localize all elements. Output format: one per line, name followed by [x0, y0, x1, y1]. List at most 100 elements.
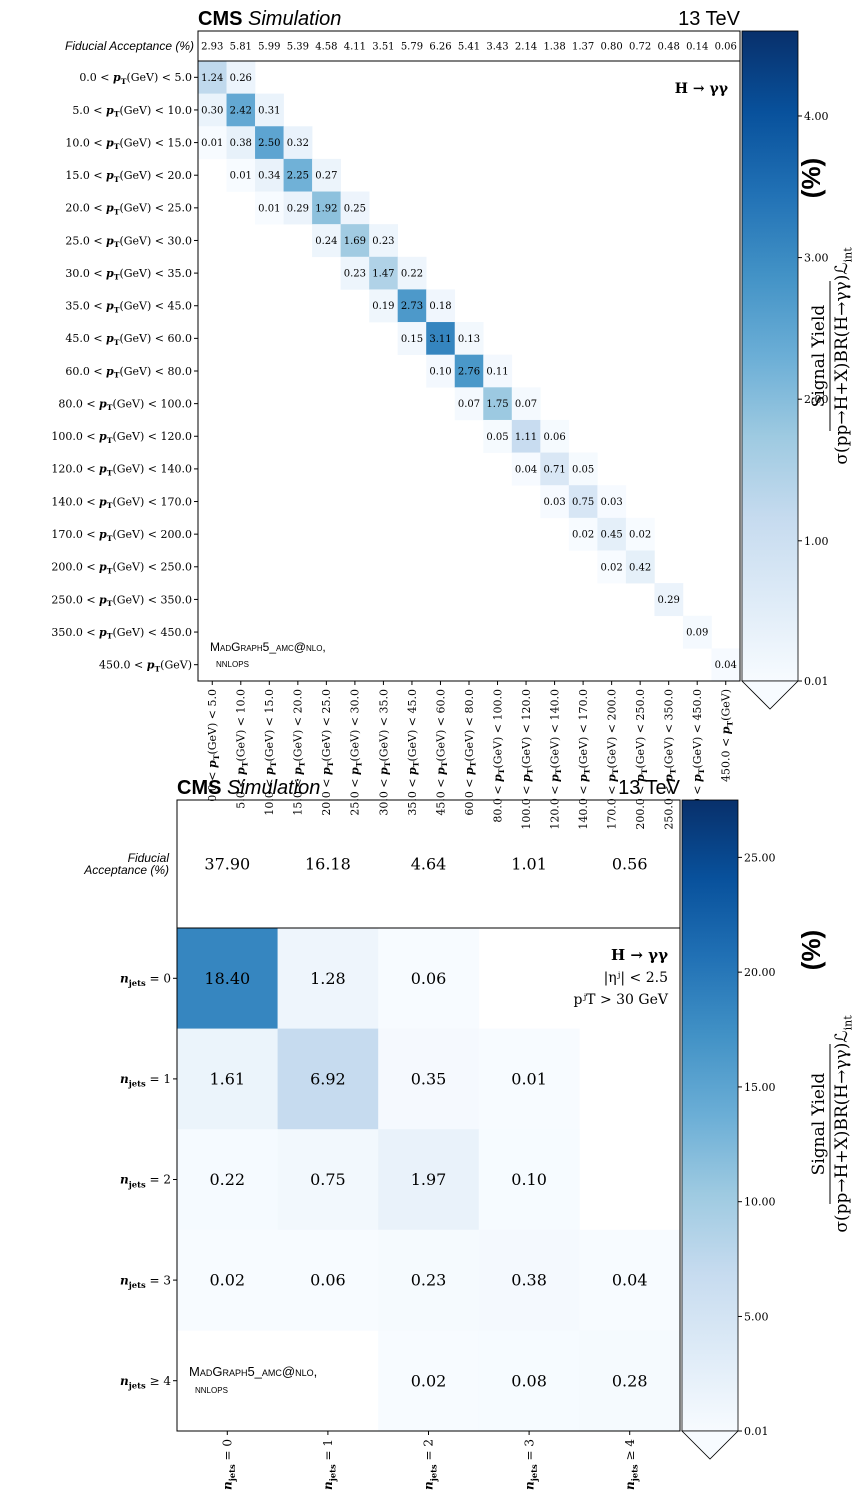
y-tick-label: 350.0 < pT(GeV) < 450.0	[51, 626, 192, 641]
acceptance-value: 0.80	[600, 42, 622, 53]
acceptance-value: 0.14	[686, 42, 708, 53]
x-tick-label: njets = 0	[221, 1439, 238, 1490]
header-energy: 13 TeV	[678, 8, 741, 30]
colorbar	[681, 799, 739, 1432]
cut-annotation: |ηʲ| < 2.5	[604, 970, 668, 986]
x-tick-label: 250.0 < pT(GeV) < 350.0	[663, 689, 678, 830]
acceptance-value: 0.72	[629, 42, 651, 53]
acceptance-value: 4.58	[315, 42, 337, 53]
colorbar-extension	[741, 680, 799, 710]
cell-value: 0.38	[511, 1271, 547, 1290]
cell-value: 1.24	[201, 73, 223, 84]
colorbar-tick-label: 10.00	[744, 1196, 776, 1209]
acceptance-value: 37.90	[204, 855, 250, 874]
cell-value: 0.02	[600, 562, 622, 573]
heatmap-cell	[340, 256, 370, 290]
heatmap-cell	[682, 615, 712, 649]
cell-value: 0.06	[310, 1271, 346, 1290]
acceptance-value: 5.79	[401, 42, 423, 53]
cell-value: 2.76	[458, 367, 480, 378]
heatmap-cell	[597, 517, 627, 551]
acceptance-value: 1.01	[511, 855, 547, 874]
y-tick-label: 200.0 < pT(GeV) < 250.0	[51, 561, 192, 576]
x-tick-label: 80.0 < pT(GeV) < 100.0	[491, 689, 506, 823]
heatmap-cell	[340, 224, 370, 258]
heatmap-cell	[511, 452, 541, 486]
acceptance-value: 5.41	[458, 42, 480, 53]
heatmap-cell	[226, 61, 256, 94]
heatmap-cell	[226, 158, 256, 192]
acceptance-value: 3.43	[486, 42, 508, 53]
acceptance-value: 6.26	[429, 42, 451, 53]
colorbar-extension	[681, 1430, 739, 1460]
cell-value: 1.61	[209, 1070, 245, 1089]
cell-value: 0.07	[515, 399, 537, 410]
cell-value: 0.29	[287, 203, 309, 214]
acceptance-value: 3.51	[372, 42, 394, 53]
acceptance-value: 2.14	[515, 42, 537, 53]
y-tick-label: 45.0 < pT(GeV) < 60.0	[65, 332, 192, 347]
heatmap-cell	[397, 256, 427, 290]
cell-value: 2.73	[401, 301, 423, 312]
heatmap-cell	[177, 1129, 278, 1231]
generator-label: nnlops	[216, 658, 249, 670]
cell-value: 1.11	[515, 432, 537, 443]
heatmap-cell	[312, 158, 341, 192]
y-tick-label: 450.0 < pT(GeV)	[99, 659, 192, 674]
colorbar-tick-label: 2.00	[804, 393, 829, 406]
y-tick-label: 20.0 < pT(GeV) < 25.0	[65, 202, 192, 217]
cell-value: 0.23	[411, 1271, 447, 1290]
heatmap-cell	[177, 1028, 278, 1130]
heatmap-cell	[369, 256, 398, 290]
heatmap-cell	[277, 1028, 379, 1130]
heatmap-cell	[540, 485, 570, 519]
cell-value: 0.06	[411, 969, 447, 988]
x-tick-label: njets ≥ 4	[623, 1439, 640, 1490]
x-tick-label: njets = 3	[522, 1439, 539, 1490]
y-tick-label: 30.0 < pT(GeV) < 35.0	[65, 267, 192, 282]
heatmap-cell	[378, 1028, 480, 1130]
cell-value: 0.42	[629, 562, 651, 573]
heatmap-cell	[625, 550, 655, 584]
colorbar-tick-label: 25.00	[744, 851, 776, 864]
x-tick-label: 200.0 < pT(GeV) < 250.0	[634, 689, 649, 830]
cell-value: 0.26	[230, 73, 252, 84]
heatmap-cell	[397, 289, 427, 323]
colorbar-tick-label: 5.00	[744, 1310, 769, 1323]
heatmap-cell	[378, 1330, 480, 1432]
heatmap-cell	[426, 289, 456, 323]
colorbar-tick-label: 20.00	[744, 966, 776, 979]
acceptance-value: 2.93	[201, 42, 223, 53]
heatmap-cell	[478, 1028, 580, 1130]
cell-value: 0.05	[486, 432, 508, 443]
colorbar-tick-label: 4.00	[804, 110, 829, 123]
heatmap-cell	[397, 322, 427, 355]
header-experiment: CMS Simulation	[198, 8, 341, 30]
cell-value: 0.75	[310, 1170, 346, 1189]
heatmap-cell	[277, 1129, 379, 1231]
acceptance-value: 4.64	[411, 855, 447, 874]
heatmap-cell	[255, 93, 284, 127]
heatmap-cell	[283, 191, 313, 225]
heatmap-cell	[283, 158, 313, 192]
x-tick-label: 120.0 < pT(GeV) < 140.0	[548, 689, 563, 830]
cell-value: 0.04	[715, 660, 737, 671]
y-tick-label: 0.0 < pT(GeV) < 5.0	[79, 71, 192, 86]
heatmap-cell	[226, 93, 256, 127]
colorbar-label-den: σ(pp→H+X)BR(H→γγ)ℒint	[832, 247, 854, 465]
acceptance-label: Fiducial Acceptance (%)	[65, 39, 194, 53]
cell-value: 0.23	[344, 269, 366, 280]
cell-value: 0.32	[287, 138, 309, 149]
process-annotation: H → γγ	[611, 946, 668, 964]
cell-value: 0.24	[315, 236, 337, 247]
cell-value: 0.38	[230, 138, 252, 149]
heatmap-cell	[312, 191, 341, 225]
x-tick-label: 170.0 < pT(GeV) < 200.0	[605, 689, 620, 830]
heatmap-cell	[312, 224, 341, 258]
cell-value: 0.22	[209, 1170, 245, 1189]
cut-annotation: pʲT > 30 GeV	[574, 992, 669, 1008]
cell-value: 0.45	[600, 530, 622, 541]
heatmap-cell	[511, 387, 541, 421]
cell-value: 0.02	[411, 1371, 447, 1390]
